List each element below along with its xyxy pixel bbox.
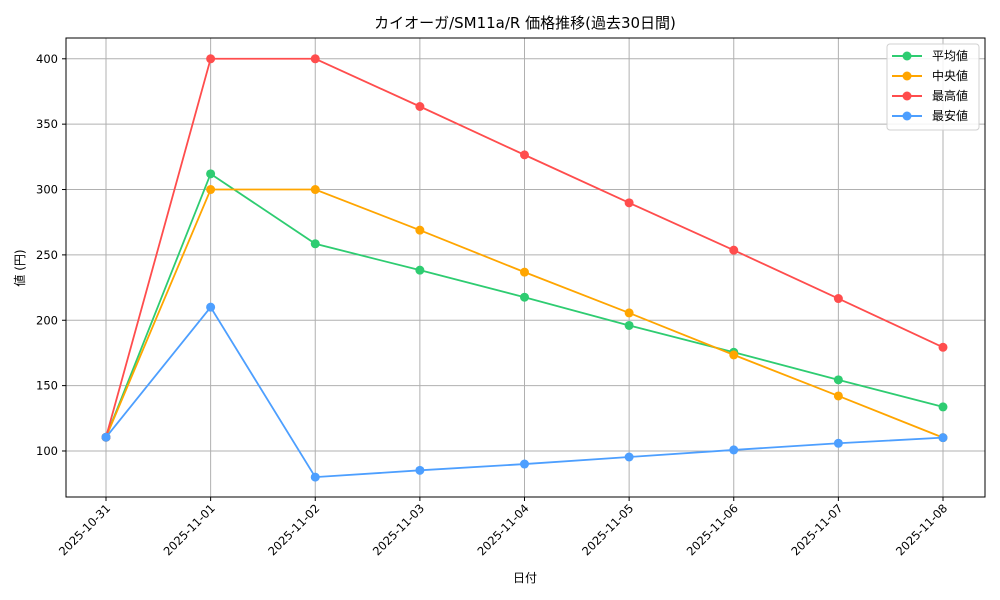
data-point: [938, 402, 948, 412]
data-point: [520, 459, 529, 469]
data-point: [833, 438, 843, 448]
plot-frame: [65, 37, 986, 498]
y-tick-label: 100: [36, 444, 58, 458]
data-point: [415, 265, 425, 275]
data-point: [624, 308, 634, 318]
data-point: [624, 320, 634, 330]
x-tick-label: 2025-11-04: [474, 501, 531, 558]
legend-label: 平均値: [932, 48, 968, 63]
data-point: [938, 342, 948, 352]
data-point: [833, 294, 843, 304]
data-point: [415, 465, 425, 475]
data-point: [520, 267, 529, 277]
data-point: [833, 375, 843, 385]
data-point: [206, 185, 216, 195]
x-tick-label: 2025-11-06: [684, 501, 741, 558]
x-tick-label: 2025-11-07: [788, 501, 845, 558]
data-point: [101, 432, 111, 442]
y-tick-label: 400: [36, 52, 58, 66]
x-axis-ticks: 2025-10-31 2025-11-01 2025-11-02 2025-11-03…: [56, 497, 950, 558]
data-point: [206, 169, 216, 179]
legend-marker-icon: [902, 111, 912, 121]
data-point: [624, 452, 634, 462]
y-tick-label: 350: [36, 117, 58, 131]
y-axis-label: 値 (円): [12, 249, 27, 286]
series-group: [101, 54, 948, 482]
y-tick-label: 250: [36, 248, 58, 262]
chart-title: カイオーガ/SM11a/R 価格推移(過去30日間): [374, 14, 676, 32]
data-point: [520, 292, 529, 302]
data-point: [206, 302, 216, 312]
x-tick-label: 2025-11-05: [579, 501, 636, 558]
data-point: [729, 350, 739, 360]
data-point: [729, 445, 739, 455]
series-line: [101, 302, 948, 482]
legend-box: [886, 43, 980, 131]
x-tick-label: 2025-11-08: [893, 501, 950, 558]
legend-marker-icon: [902, 91, 912, 101]
data-point: [833, 391, 843, 401]
x-tick-label: 2025-11-02: [265, 501, 322, 558]
y-tick-label: 200: [36, 313, 58, 327]
x-tick-label: 2025-10-31: [56, 501, 113, 558]
data-point: [415, 225, 425, 235]
y-tick-label: 150: [36, 379, 58, 393]
data-point: [624, 198, 634, 208]
x-tick-label: 2025-11-01: [161, 501, 218, 558]
data-point: [206, 54, 216, 64]
data-point: [938, 433, 948, 443]
data-point: [729, 245, 739, 255]
data-point: [310, 472, 320, 482]
legend-label: 最安値: [932, 108, 968, 123]
legend-marker-icon: [902, 51, 912, 61]
x-axis-label: 日付: [513, 571, 537, 585]
data-point: [415, 102, 425, 112]
y-tick-label: 300: [36, 183, 58, 197]
legend-label: 最高値: [932, 88, 968, 103]
data-point: [310, 239, 320, 249]
legend-label: 中央値: [932, 68, 968, 83]
legend-marker-icon: [902, 71, 912, 81]
data-point: [310, 185, 320, 195]
data-point: [520, 150, 529, 160]
y-axis-ticks: 100 150 200 250 300 350 400: [36, 52, 66, 458]
data-point: [310, 54, 320, 64]
x-tick-label: 2025-11-03: [370, 501, 427, 558]
grid-lines: [66, 38, 985, 497]
